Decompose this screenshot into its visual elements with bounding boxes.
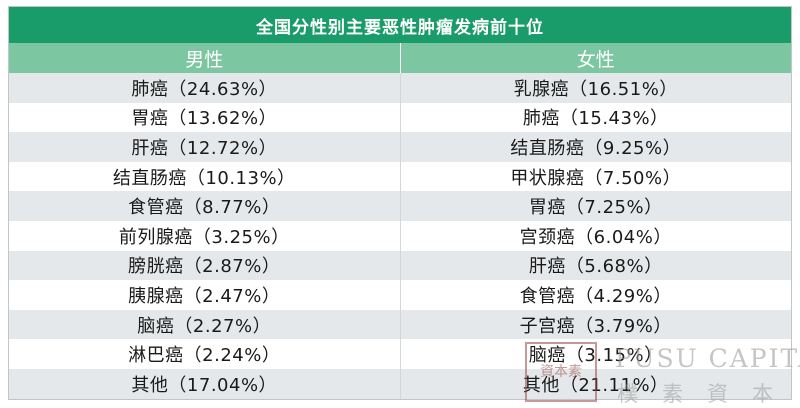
male-cell: 食管癌（8.77%） [128, 197, 281, 219]
male-cell: 胃癌（13.62%） [131, 108, 278, 130]
table-row: 其他（17.04%） 其他（21.11%） [9, 368, 792, 399]
female-cell: 甲状腺癌（7.50%） [399, 161, 792, 192]
table-row: 胃癌（13.62%） 肺癌（15.43%） [9, 102, 792, 133]
table-row: 肺癌（24.63%） 乳腺癌（16.51%） [9, 73, 791, 103]
table-row: 脑癌（2.27%） 子宫癌（3.79%） [9, 309, 792, 340]
male-cell: 胰腺癌（2.47%） [128, 285, 281, 307]
female-cell: 结直肠癌（9.25%） [399, 132, 792, 162]
table-row: 膀胱癌（2.87%） 肝癌（5.68%） [9, 250, 792, 281]
table-row: 淋巴癌（2.24%） 脑癌（3.15%） [9, 339, 791, 369]
header-male: 男性 [185, 48, 224, 71]
table-title: 全国分性别主要恶性肿瘤发病前十位 [9, 7, 791, 43]
female-cell: 胃癌（7.25%） [399, 191, 792, 221]
male-cell: 脑癌（2.27%） [137, 315, 272, 337]
female-cell: 肝癌（5.68%） [399, 250, 792, 281]
female-cell: 脑癌（3.15%） [399, 339, 792, 369]
table-row: 前列腺癌（3.25%） 宫颈癌（6.04%） [9, 220, 792, 251]
female-cell: 食管癌（4.29%） [399, 280, 792, 310]
male-cell: 膀胱癌（2.87%） [128, 256, 281, 278]
male-cell: 淋巴癌（2.24%） [128, 345, 281, 367]
male-cell: 结直肠癌（10.13%） [112, 167, 296, 189]
male-cell: 肝癌（12.72%） [131, 137, 278, 159]
table-body: 肺癌（24.63%） 乳腺癌（16.51%） 胃癌（13.62%） 肺癌（15.… [9, 73, 791, 399]
cancer-incidence-table: 全国分性别主要恶性肿瘤发病前十位 男性 女性 肺癌（24.63%） 乳腺癌（16… [8, 6, 792, 400]
table-row: 结直肠癌（10.13%） 甲状腺癌（7.50%） [9, 161, 792, 192]
table-row: 胰腺癌（2.47%） 食管癌（4.29%） [9, 280, 791, 310]
female-cell: 其他（21.11%） [399, 368, 792, 399]
female-cell: 宫颈癌（6.04%） [399, 220, 792, 251]
table-row: 食管癌（8.77%） 胃癌（7.25%） [9, 191, 791, 221]
male-cell: 其他（17.04%） [131, 374, 278, 396]
male-cell: 肺癌（24.63%） [131, 78, 278, 100]
female-cell: 子宫癌（3.79%） [399, 309, 792, 340]
header-female: 女性 [399, 43, 792, 73]
table-header-row: 男性 女性 [9, 43, 791, 73]
female-cell: 肺癌（15.43%） [399, 102, 792, 133]
female-cell: 乳腺癌（16.51%） [399, 73, 792, 103]
table-row: 肝癌（12.72%） 结直肠癌（9.25%） [9, 132, 791, 162]
male-cell: 前列腺癌（3.25%） [118, 226, 290, 248]
